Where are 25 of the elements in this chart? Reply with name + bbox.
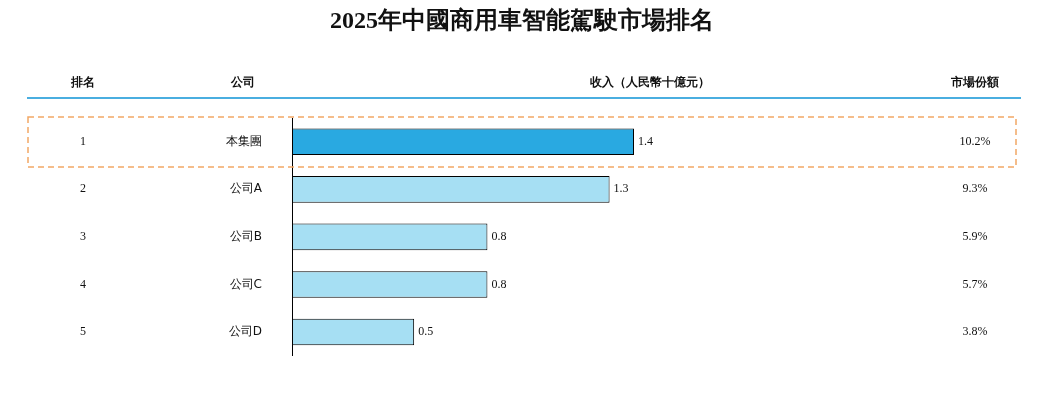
text: 5.9%: [962, 229, 988, 244]
text: 3: [80, 229, 86, 244]
text: 10.2%: [959, 133, 991, 148]
text: 9.3%: [962, 181, 988, 196]
text: 市場份額: [950, 75, 999, 90]
data-label: 1.4: [638, 133, 653, 148]
y-tick-label: 本集團: [226, 133, 262, 148]
chart-title: 2025年中國商用車智能駕駛市場排名: [330, 7, 714, 34]
text: 4: [80, 276, 86, 291]
text: 1: [80, 133, 86, 148]
x-axis-title: 收入（人民幣十億元）: [590, 75, 710, 90]
data-label: 0.5: [418, 324, 434, 339]
y-tick-label: 公司C: [229, 276, 262, 291]
y-axis-title: 公司: [230, 75, 255, 90]
y-tick-label: 公司B: [229, 229, 262, 244]
text: 5.7%: [962, 276, 988, 291]
y-tick-label: 公司A: [229, 181, 263, 196]
data-label: 1.3: [613, 181, 629, 196]
text: 排名: [70, 75, 95, 90]
text: 3.8%: [962, 324, 988, 339]
data-label: 0.8: [491, 276, 507, 291]
text: 5: [80, 324, 86, 339]
y-tick-label: 公司D: [228, 324, 262, 339]
text: 2: [80, 181, 86, 196]
data-label: 0.8: [491, 229, 507, 244]
